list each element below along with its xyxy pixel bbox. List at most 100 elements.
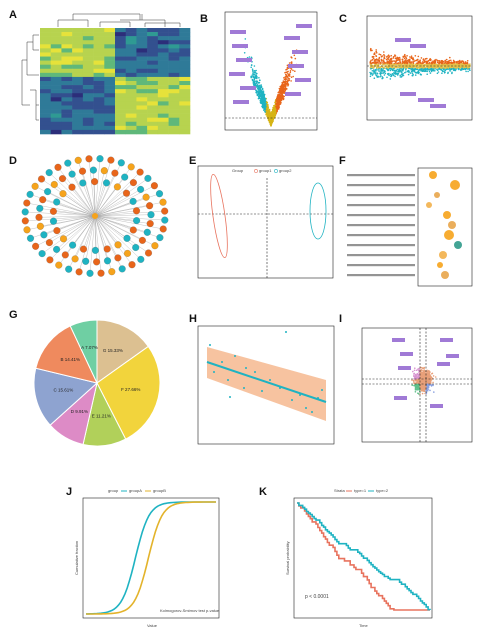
volcano-point bbox=[266, 113, 269, 115]
ma-point bbox=[389, 69, 392, 72]
network-node bbox=[102, 179, 110, 187]
pie-slice-label: G 15.33% bbox=[103, 348, 123, 353]
ma-point bbox=[378, 70, 380, 72]
heatmap-cell bbox=[104, 64, 116, 70]
heatmap-cell bbox=[179, 72, 191, 78]
heatmap-cell bbox=[115, 101, 127, 106]
heatmap-cell bbox=[168, 85, 180, 90]
volcano-point bbox=[286, 64, 289, 67]
quadrant-point bbox=[420, 369, 423, 371]
heatmap-cell bbox=[136, 117, 148, 123]
heatmap-cell bbox=[147, 60, 159, 65]
heatmap-cell bbox=[93, 76, 105, 82]
network-node bbox=[137, 255, 145, 263]
ma-point bbox=[376, 72, 379, 75]
heatmap-cells bbox=[40, 28, 191, 135]
dotplot-term-label bbox=[347, 254, 415, 257]
ma-point bbox=[455, 64, 458, 66]
heatmap-cell bbox=[93, 32, 105, 37]
ma-point bbox=[371, 55, 374, 58]
ma-point bbox=[403, 55, 406, 57]
volcano-point bbox=[265, 113, 267, 116]
volcano-point bbox=[258, 79, 261, 81]
heatmap-cell bbox=[50, 97, 62, 102]
ma-point bbox=[442, 68, 445, 70]
volcano-point bbox=[282, 80, 285, 82]
heatmap-cell bbox=[61, 28, 73, 33]
heatmap-cell bbox=[157, 32, 169, 37]
volcano-point bbox=[270, 121, 272, 123]
volcano-point bbox=[294, 70, 296, 72]
quadrant-point bbox=[426, 380, 429, 383]
heatmap-cell bbox=[72, 32, 84, 37]
heatmap-cell bbox=[168, 40, 180, 45]
heatmap-cell bbox=[93, 117, 105, 123]
heatmap-cell bbox=[157, 125, 169, 131]
ma-point bbox=[422, 67, 424, 69]
heatmap-cell bbox=[93, 68, 105, 74]
heatmap-cell bbox=[136, 125, 148, 131]
ma-point bbox=[439, 66, 442, 69]
heatmap-cell bbox=[115, 64, 127, 70]
network-node bbox=[53, 227, 61, 235]
heatmap-cell bbox=[115, 32, 127, 37]
ma-point bbox=[409, 63, 411, 66]
heatmap-cell bbox=[93, 121, 105, 127]
volcano-point bbox=[258, 91, 261, 94]
volcano-point bbox=[250, 75, 252, 78]
heatmap-cell bbox=[40, 97, 52, 102]
network-node bbox=[96, 155, 104, 163]
ma-point bbox=[426, 73, 429, 75]
volcano-point bbox=[273, 115, 276, 118]
ma-point bbox=[414, 71, 417, 74]
ma-point bbox=[393, 74, 395, 77]
quadrant-point bbox=[429, 379, 432, 382]
volcano-point bbox=[271, 116, 274, 118]
ma-point bbox=[438, 67, 441, 70]
heatmap-cell bbox=[82, 40, 94, 45]
heatmap-cell bbox=[72, 76, 84, 82]
quadrant-point bbox=[418, 393, 420, 395]
ma-point bbox=[379, 76, 381, 78]
heatmap-cell bbox=[157, 121, 169, 127]
dotplot-term-label bbox=[347, 184, 415, 187]
ma-point bbox=[405, 66, 408, 69]
heatmap-cell bbox=[93, 97, 105, 102]
ma-point bbox=[383, 74, 386, 76]
heatmap-cell bbox=[82, 36, 94, 41]
volcano-point bbox=[290, 80, 292, 82]
quadrant-point bbox=[426, 376, 428, 379]
volcano-gene-labels bbox=[229, 24, 312, 104]
heatmap-cell bbox=[179, 48, 191, 53]
panel-letter-c: C bbox=[339, 13, 347, 25]
ma-gene-label bbox=[410, 44, 426, 48]
heatmap-cell bbox=[179, 32, 191, 37]
network-node bbox=[59, 235, 67, 243]
heatmap-cell bbox=[82, 32, 94, 37]
volcano-point bbox=[283, 77, 285, 79]
quadrant-point bbox=[423, 373, 425, 376]
regression-point bbox=[321, 389, 323, 391]
ma-point bbox=[375, 74, 378, 77]
heatmap-cell bbox=[61, 85, 73, 90]
ma-point bbox=[379, 63, 382, 66]
volcano-point bbox=[279, 103, 282, 105]
ma-point bbox=[377, 62, 380, 64]
heatmap-cell bbox=[125, 109, 137, 114]
ma-point bbox=[381, 77, 384, 80]
network-node bbox=[46, 256, 54, 264]
ma-point bbox=[389, 78, 392, 80]
heatmap-cell bbox=[93, 56, 105, 61]
heatmap-cell bbox=[104, 40, 116, 45]
heatmap-cell bbox=[147, 44, 159, 49]
heatmap-cell bbox=[61, 36, 73, 41]
heatmap-cell bbox=[125, 76, 137, 82]
quadrant-point bbox=[420, 387, 423, 390]
heatmap-cell bbox=[50, 101, 62, 106]
regression-point bbox=[299, 394, 301, 396]
heatmap-cell bbox=[72, 93, 84, 98]
pca-legend: Group group1 group2 bbox=[232, 168, 292, 173]
network-node bbox=[114, 241, 122, 249]
heatmap-cell bbox=[61, 48, 73, 53]
ma-point bbox=[424, 66, 426, 69]
